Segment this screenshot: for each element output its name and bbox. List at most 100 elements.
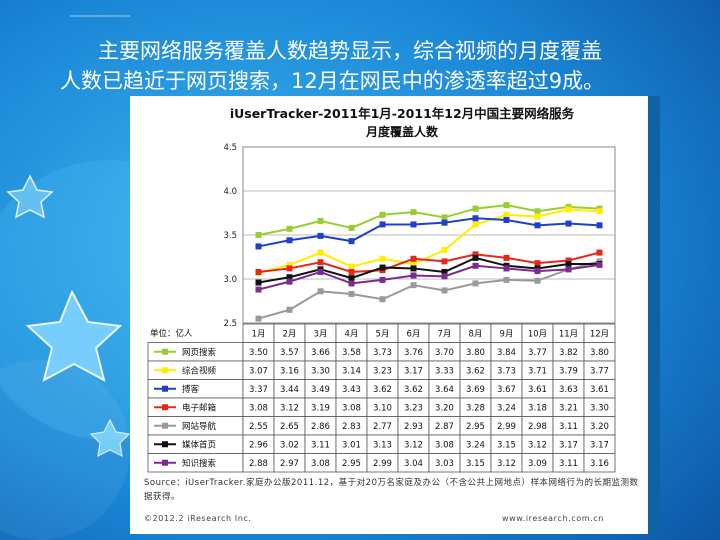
data-label: 2.99 [497,422,516,432]
series-line [258,208,600,274]
data-point [379,211,386,218]
data-point [317,249,324,256]
data-label: 2.97 [280,459,299,469]
x-tick-label: 3月 [314,330,328,340]
data-point [317,232,324,239]
legend-entry: 媒体首页 [182,440,216,451]
data-label: 3.19 [311,404,330,414]
data-point [286,237,293,244]
data-label: 3.10 [373,404,392,414]
data-label: 3.61 [590,385,609,395]
star-decoration-icon [6,174,54,219]
data-label: 3.76 [404,348,423,358]
data-label: 3.12 [404,441,423,451]
legend-swatch-marker [162,404,168,411]
data-label: 3.08 [311,459,330,469]
data-label: 3.79 [559,367,578,377]
data-point [348,290,355,297]
data-label: 2.95 [342,459,361,469]
data-point [410,265,417,272]
data-point [565,220,572,227]
legend-entry: 网页搜索 [182,347,216,358]
data-point [410,261,417,268]
data-point [596,222,603,229]
data-label: 3.30 [311,367,330,377]
x-tick-label: 5月 [376,330,390,340]
data-label: 3.71 [528,367,547,377]
data-label: 2.96 [249,441,268,451]
series-line [258,204,600,236]
legend-entry: 网站导航 [182,421,217,432]
data-label: 3.12 [280,404,299,414]
data-point [472,251,479,258]
data-label: 3.24 [497,404,516,414]
data-point [441,258,448,265]
data-label: 2.86 [311,422,330,432]
series-line [258,256,600,284]
data-point [410,282,417,289]
plot-frame [242,146,616,324]
data-point [472,280,479,287]
data-point [410,272,417,279]
data-label: 2.98 [528,422,547,432]
data-label: 3.73 [497,367,516,377]
x-tick-label: 4月 [345,330,359,340]
data-label: 3.57 [280,348,299,358]
data-point [348,263,355,270]
data-label: 3.69 [466,385,485,395]
data-label: 3.28 [466,404,485,414]
data-label: 3.20 [435,404,454,414]
data-point [534,277,541,284]
x-tick-label: 7月 [438,330,452,340]
data-point [286,225,293,232]
data-label: 3.17 [559,441,578,451]
data-point [503,202,510,209]
table-cell [583,453,616,473]
data-label: 3.43 [342,385,361,395]
y-tick-label: 4.5 [223,143,237,153]
data-point [379,296,386,303]
legend-swatch-marker [162,367,168,374]
data-label: 3.58 [342,348,361,358]
chart-subtitle: 月度覆盖人数 [365,124,439,139]
data-point [317,259,324,266]
data-point [317,288,324,295]
footer-website: www.iresearch.com.cn [502,514,604,523]
data-label: 3.84 [497,348,516,358]
data-point [503,276,510,283]
data-label: 3.61 [528,385,547,395]
y-tick-label: 3.5 [223,231,237,241]
data-point [410,221,417,228]
data-label: 3.37 [249,385,268,395]
data-label: 3.09 [528,459,547,469]
data-label: 3.12 [497,459,516,469]
data-label: 3.12 [528,441,547,451]
footer-copyright: ©2012.2 iResearch Inc. [144,514,252,523]
data-point [286,261,293,268]
data-label: 3.02 [280,441,299,451]
data-label: 3.15 [497,441,516,451]
data-label: 3.77 [528,348,547,358]
data-point [348,275,355,282]
data-point [255,286,262,293]
data-point [348,238,355,245]
data-point [472,215,479,222]
data-point [565,266,572,273]
x-tick-label: 6月 [407,330,421,340]
source-note: Source：iUserTracker.家庭办公版2011.12，基于对20万名… [144,478,639,502]
legend-swatch-marker [162,385,168,392]
legend-swatch-marker [162,348,168,355]
data-label: 3.63 [559,385,578,395]
legend-entry: 搏客 [182,384,200,395]
data-point [348,268,355,275]
data-label: 2.88 [249,459,268,469]
data-point [379,276,386,283]
data-point [286,278,293,285]
series-line [258,260,600,320]
data-point [472,254,479,261]
data-point [534,268,541,275]
data-label: 3.11 [559,459,578,469]
data-label: 3.73 [373,348,392,358]
data-label: 3.18 [528,404,547,414]
data-label: 3.82 [559,348,578,358]
